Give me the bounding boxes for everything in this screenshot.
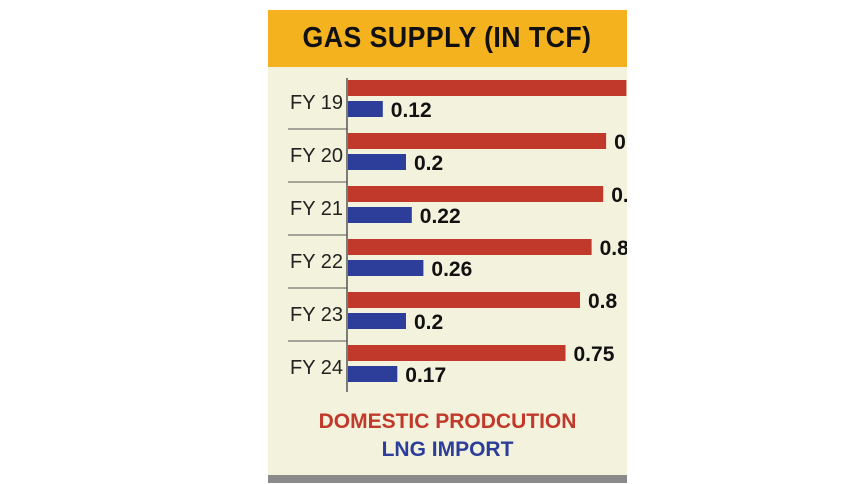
bottom-rule — [268, 475, 627, 483]
category-label: FY 19 — [290, 92, 343, 114]
domestic-bar — [348, 80, 627, 96]
lng-value-label: 0.2 — [414, 152, 443, 175]
domestic-value-label: 0.8 — [588, 290, 618, 313]
domestic-bar — [348, 133, 607, 149]
lng-bar — [348, 207, 412, 223]
chart-title: GAS SUPPLY (IN TCF) — [303, 22, 592, 54]
category-label: FY 23 — [290, 304, 343, 326]
lng-bar — [348, 313, 406, 329]
category-label: FY 20 — [290, 145, 343, 167]
lng-value-label: 0.17 — [405, 364, 446, 387]
category-label: FY 21 — [290, 198, 343, 220]
title-bar: GAS SUPPLY (IN TCF) — [268, 10, 627, 67]
category-label: FY 22 — [290, 251, 343, 273]
lng-bar — [348, 154, 406, 170]
lng-value-label: 0.12 — [391, 99, 432, 122]
legend-domestic-production: DOMESTIC PRODCUTION — [318, 410, 577, 433]
lng-bar — [348, 366, 398, 382]
legend-lng-import: LNG IMPORT — [381, 438, 514, 461]
domestic-bar — [348, 239, 592, 255]
category-label: FY 24 — [290, 357, 343, 379]
lng-bar — [348, 260, 424, 276]
domestic-bar — [348, 345, 566, 361]
lng-value-label: 0.22 — [420, 205, 461, 228]
domestic-bar — [348, 186, 604, 202]
lng-value-label: 0.2 — [414, 311, 443, 334]
lng-value-label: 0.26 — [431, 258, 472, 281]
domestic-bar — [348, 292, 580, 308]
domestic-value-label: 0.75 — [574, 343, 615, 366]
domestic-value-label: 0.88 — [611, 184, 627, 207]
lng-bar — [348, 101, 383, 117]
domestic-value-label: 0.84 — [600, 237, 627, 260]
domestic-value-label: 0.89 — [614, 131, 627, 154]
